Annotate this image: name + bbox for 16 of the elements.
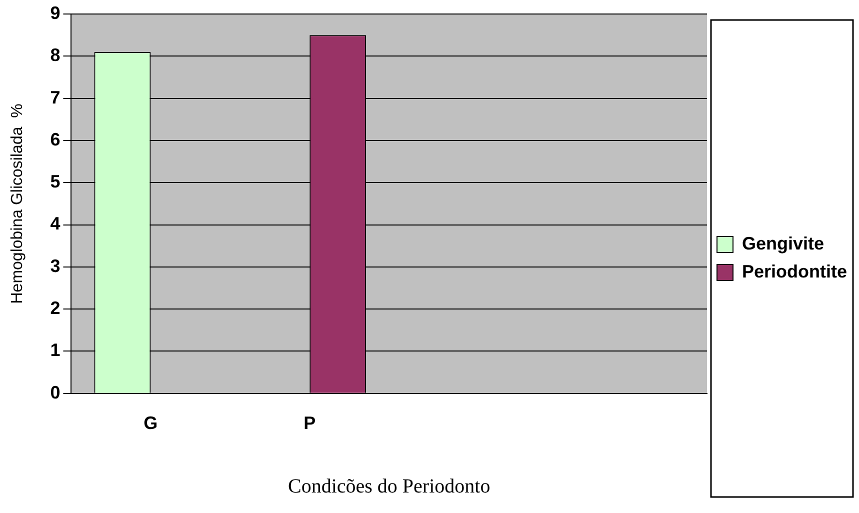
y-tick-label: 4: [50, 214, 60, 234]
y-tick-label: 3: [50, 256, 60, 276]
legend-label: Periodontite: [742, 261, 848, 282]
y-tick-label: 2: [50, 298, 60, 318]
x-axis-title: Condicões do Periodonto: [288, 475, 490, 498]
y-tick-label: 7: [50, 87, 60, 108]
x-tick-label: P: [304, 413, 316, 434]
y-tick-label: 6: [50, 129, 60, 150]
y-tick-label: 1: [50, 340, 60, 360]
x-tick-label: G: [144, 413, 158, 434]
y-tick-label: 0: [50, 382, 60, 402]
y-tick-label: 8: [50, 45, 60, 66]
legend-label: Gengivite: [742, 233, 824, 254]
y-tick-label: 5: [50, 172, 60, 192]
y-axis-title: Hemoglobina Glicosilada %: [9, 104, 26, 304]
y-tick-label: 9: [50, 2, 60, 23]
